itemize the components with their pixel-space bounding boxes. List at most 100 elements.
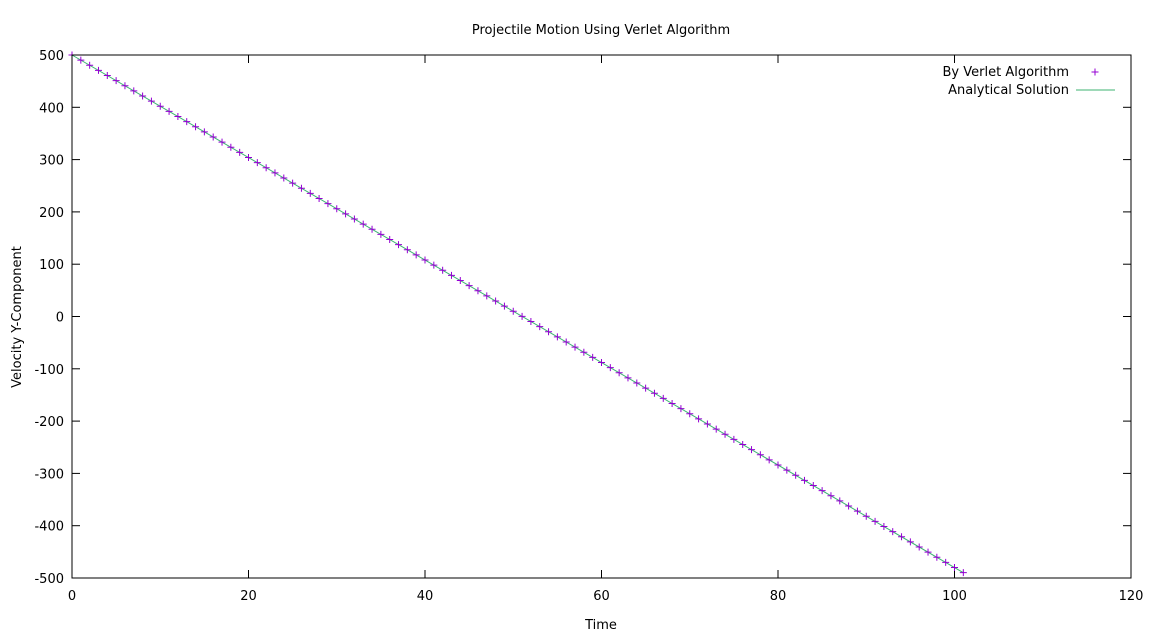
verlet-point — [474, 287, 482, 295]
verlet-point — [456, 277, 464, 285]
verlet-point — [889, 528, 897, 536]
verlet-point — [139, 92, 147, 100]
verlet-point — [536, 323, 544, 331]
verlet-point — [147, 97, 155, 105]
verlet-point — [642, 384, 650, 392]
verlet-points-group — [68, 51, 967, 577]
chart-title: Projectile Motion Using Verlet Algorithm — [472, 23, 730, 38]
verlet-point — [183, 118, 191, 126]
verlet-point — [739, 441, 747, 449]
verlet-point — [77, 56, 85, 64]
series-layer — [68, 51, 967, 577]
verlet-point — [518, 312, 526, 320]
verlet-point — [571, 343, 579, 351]
verlet-point — [871, 517, 879, 525]
y-tick-label: 200 — [39, 206, 64, 221]
verlet-point — [748, 446, 756, 454]
verlet-point — [130, 87, 138, 95]
verlet-point — [509, 307, 517, 315]
verlet-point — [315, 195, 323, 203]
verlet-point — [253, 159, 261, 167]
verlet-point — [818, 487, 826, 495]
verlet-point — [650, 389, 658, 397]
y-tick-label: 500 — [39, 49, 64, 64]
verlet-point — [165, 107, 173, 115]
verlet-point — [959, 569, 967, 577]
verlet-point — [545, 328, 553, 336]
verlet-point — [712, 425, 720, 433]
y-tick-label: 400 — [39, 101, 64, 116]
verlet-point — [783, 466, 791, 474]
y-tick-label: 0 — [56, 311, 64, 326]
verlet-point — [209, 133, 217, 141]
verlet-point — [236, 148, 244, 156]
verlet-point — [421, 256, 429, 264]
verlet-point — [730, 435, 738, 443]
verlet-point — [289, 179, 297, 187]
verlet-point — [695, 415, 703, 423]
verlet-point — [580, 348, 588, 356]
verlet-point — [800, 476, 808, 484]
verlet-point — [898, 533, 906, 541]
verlet-point — [765, 456, 773, 464]
verlet-point — [562, 338, 570, 346]
verlet-point — [792, 471, 800, 479]
verlet-point — [880, 523, 888, 531]
verlet-point — [686, 410, 694, 418]
verlet-point — [756, 451, 764, 459]
verlet-point — [218, 138, 226, 146]
plot-frame — [71, 54, 1132, 579]
legend-marker-plus — [1091, 68, 1099, 76]
verlet-point — [350, 215, 358, 223]
verlet-point — [862, 512, 870, 520]
verlet-point — [359, 220, 367, 228]
y-tick-label: -200 — [34, 415, 64, 430]
verlet-point — [633, 379, 641, 387]
verlet-point — [94, 66, 102, 74]
verlet-point — [271, 169, 279, 177]
verlet-point — [386, 236, 394, 244]
verlet-point — [156, 102, 164, 110]
verlet-point — [703, 420, 711, 428]
verlet-point — [368, 225, 376, 233]
verlet-point — [430, 261, 438, 269]
y-tick-label: -500 — [34, 572, 64, 587]
verlet-point — [933, 553, 941, 561]
verlet-point — [377, 230, 385, 238]
verlet-point — [527, 318, 535, 326]
ticks-layer: 0 20 40 60 80 100 120 500 400 300 200 100 0 -100 -200 -… — [34, 49, 1143, 604]
x-tick-label: 40 — [417, 589, 434, 604]
y-tick-label: 100 — [39, 258, 64, 273]
x-tick-label: 80 — [770, 589, 787, 604]
verlet-point — [112, 77, 120, 85]
analytical-solution-line — [71, 54, 964, 574]
verlet-point — [262, 164, 270, 172]
y-tick-label: -400 — [34, 520, 64, 535]
verlet-point — [915, 543, 923, 551]
verlet-point — [342, 210, 350, 218]
verlet-point — [942, 558, 950, 566]
verlet-point — [492, 297, 500, 305]
verlet-point — [677, 405, 685, 413]
verlet-point — [483, 292, 491, 300]
x-tick-label: 20 — [240, 589, 257, 604]
x-tick-label: 0 — [68, 589, 76, 604]
verlet-point — [906, 538, 914, 546]
verlet-point — [324, 200, 332, 208]
verlet-point — [951, 564, 958, 572]
verlet-point — [403, 246, 411, 254]
verlet-point — [809, 482, 817, 490]
verlet-point — [500, 302, 508, 310]
x-axis-title: Time — [584, 618, 617, 633]
verlet-point — [615, 369, 623, 377]
verlet-point — [668, 400, 676, 408]
y-tick-label: -100 — [34, 363, 64, 378]
verlet-point — [721, 430, 729, 438]
x-tick-label: 120 — [1119, 589, 1144, 604]
verlet-point — [227, 143, 235, 151]
verlet-point — [598, 359, 605, 367]
verlet-point — [827, 492, 835, 500]
legend-label: By Verlet Algorithm — [943, 65, 1069, 80]
verlet-point — [465, 282, 473, 290]
y-axis-title: Velocity Y-Component — [10, 246, 25, 388]
